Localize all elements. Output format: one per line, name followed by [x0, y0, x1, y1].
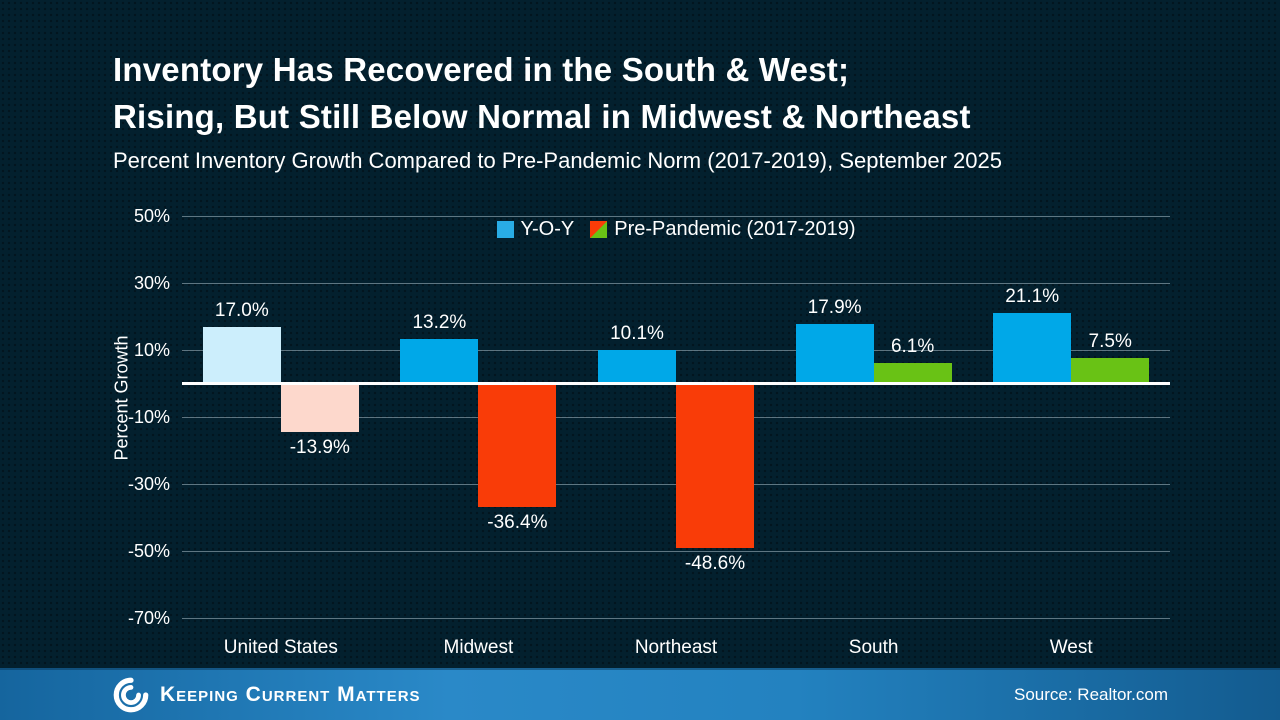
bar-value-label: 10.1% — [610, 322, 664, 344]
gridline — [182, 618, 1170, 619]
x-axis-category-label: South — [848, 637, 899, 658]
x-axis-category-label: West — [1049, 637, 1093, 658]
kcm-swirl-icon — [113, 677, 149, 713]
legend-label: Pre-Pandemic (2017-2019) — [614, 218, 856, 240]
title-line-2: Rising, But Still Below Normal in Midwes… — [113, 98, 971, 135]
bar-value-label: -13.9% — [289, 436, 350, 458]
legend-item: Y-O-Y — [496, 218, 575, 241]
bar-prepandemic — [478, 385, 557, 507]
bar-value-label: 21.1% — [1005, 285, 1060, 307]
x-axis-category-label: Midwest — [443, 637, 514, 658]
legend-swatch-icon — [590, 221, 608, 238]
title-line-1: Inventory Has Recovered in the South & W… — [113, 51, 850, 88]
source-attribution: Source: Realtor.com — [1013, 685, 1168, 704]
bar-value-label: 6.1% — [890, 336, 935, 358]
bar-yoy — [598, 349, 676, 384]
legend-label: Y-O-Y — [520, 218, 575, 240]
bar-value-label: -48.6% — [684, 552, 746, 574]
bar-value-label: -36.4% — [487, 511, 548, 533]
gridline — [182, 551, 1170, 552]
legend-item: Pre-Pandemic (2017-2019) — [590, 218, 855, 241]
x-axis-category-label: United States — [223, 637, 338, 658]
gridline — [182, 283, 1170, 284]
brand-name: Keeping Current Matters — [160, 683, 421, 706]
legend: Y-O-Y Pre-Pandemic (2017-2019) — [182, 218, 1170, 241]
gridline — [182, 216, 1170, 217]
bar-value-label: 13.2% — [412, 312, 467, 334]
footer-bar: Keeping Current Matters Source: Realtor.… — [0, 668, 1280, 720]
page-title: Inventory Has Recovered in the South & W… — [113, 46, 971, 140]
y-axis-tick-label: 30% — [133, 273, 170, 293]
x-axis-category-label: Northeast — [634, 637, 718, 658]
bar-prepandemic — [676, 385, 754, 548]
bar-yoy — [202, 326, 281, 384]
plot-area: 50% 30% 10% -10% -30% -50% -70% 17.0% -13.9% Unit… — [128, 200, 1170, 658]
bar-value-label: 17.9% — [807, 296, 862, 318]
bar-yoy — [993, 312, 1072, 384]
brand-logo: Keeping Current Matters — [112, 676, 421, 714]
bar-value-label: 17.0% — [214, 299, 269, 321]
chart-subtitle: Percent Inventory Growth Compared to Pre… — [113, 148, 1002, 173]
bar-prepandemic — [1071, 358, 1150, 384]
y-axis-tick-label: -50% — [127, 541, 170, 561]
y-axis-tick-label: -70% — [127, 608, 170, 628]
bar-yoy — [795, 323, 874, 384]
zero-axis-line — [182, 382, 1170, 385]
bar-prepandemic — [280, 385, 359, 432]
y-axis-tick-label: -30% — [127, 474, 170, 494]
gridline — [182, 350, 1170, 351]
bar-prepandemic — [873, 363, 952, 384]
legend-swatch-icon — [496, 221, 514, 238]
y-axis-tick-label: 10% — [133, 340, 170, 360]
bar-value-label: 7.5% — [1088, 331, 1132, 353]
y-axis-tick-label: -10% — [127, 407, 170, 427]
bar-yoy — [400, 339, 479, 384]
y-axis-tick-label: 50% — [133, 206, 170, 226]
